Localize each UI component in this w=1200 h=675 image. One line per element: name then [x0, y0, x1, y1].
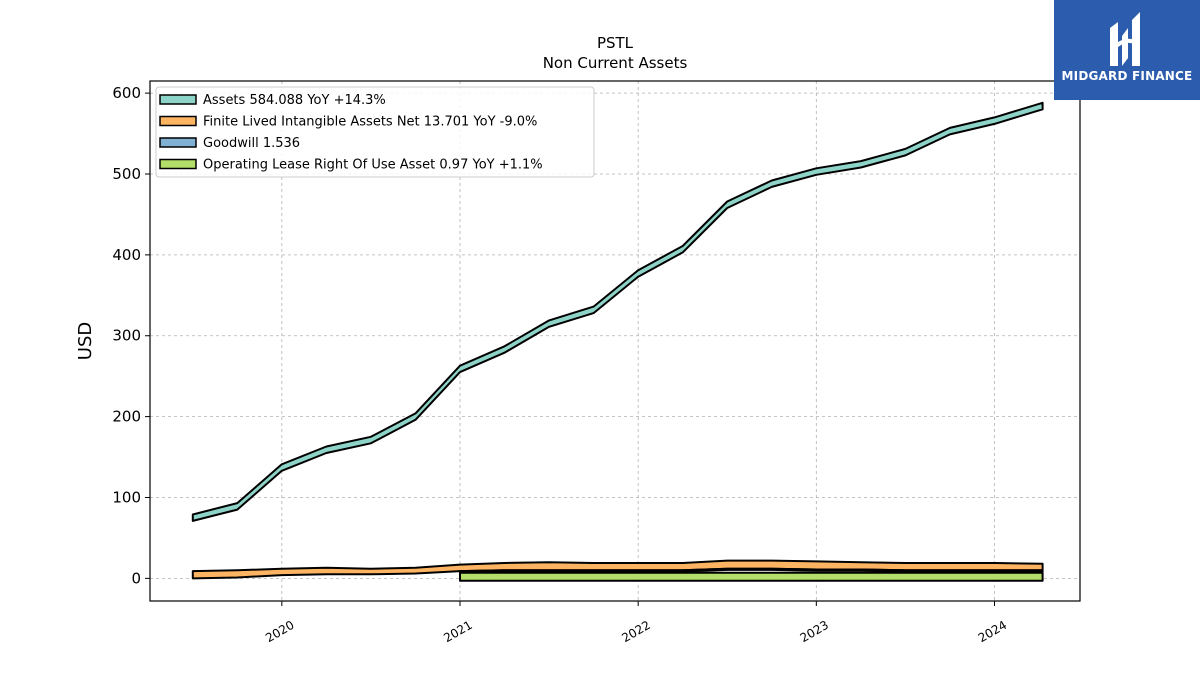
y-tick-label: 600: [112, 84, 141, 102]
x-tick-label: 2022: [619, 618, 652, 645]
series-layer: [191, 101, 1044, 582]
x-tick-label: 2023: [798, 618, 831, 645]
company-logo: MIDGARD FINANCE: [1054, 0, 1200, 100]
logo-text: MIDGARD FINANCE: [1061, 69, 1193, 83]
y-tick-label: 500: [112, 165, 141, 183]
x-tick-label: 2020: [263, 618, 296, 645]
y-tick-label: 300: [112, 327, 141, 345]
y-tick-label: 100: [112, 488, 141, 506]
y-tick-label: 200: [112, 408, 141, 426]
legend-entry: Operating Lease Right Of Use Asset 0.97 …: [203, 158, 543, 173]
legend-swatch: [159, 94, 197, 105]
logo-mark-icon: [1110, 12, 1140, 66]
legend-entry: Assets 584.088 YoY +14.3%: [203, 93, 386, 108]
legend: Assets 584.088 YoY +14.3% Finite Lived In…: [155, 86, 595, 178]
legend-swatch: [159, 137, 197, 148]
legend-swatch: [159, 115, 197, 127]
plot-frame: [149, 80, 1081, 602]
series-band-3: [459, 571, 1044, 582]
series-band-2: [459, 567, 1044, 574]
y-tick-label: 0: [131, 569, 141, 587]
x-tick-label: 2024: [976, 618, 1009, 645]
grid: [150, 81, 1080, 601]
x-tick-label: 2021: [441, 618, 474, 645]
chart-subtitle: Non Current Assets: [543, 54, 688, 72]
legend-entry: Finite Lived Intangible Assets Net 13.70…: [203, 115, 537, 130]
x-axis: 2020 2021 2022 2023 2024: [263, 601, 1009, 645]
y-axis-label: USD: [75, 322, 96, 360]
y-tick-label: 400: [112, 246, 141, 264]
chart-title: PSTL: [597, 34, 634, 52]
legend-entry: Goodwill 1.536: [203, 136, 300, 151]
y-axis: 0 100 200 300 400 500 600: [112, 84, 150, 587]
legend-box: [155, 86, 595, 178]
legend-swatch: [159, 158, 197, 170]
series-band-0: [191, 101, 1044, 522]
